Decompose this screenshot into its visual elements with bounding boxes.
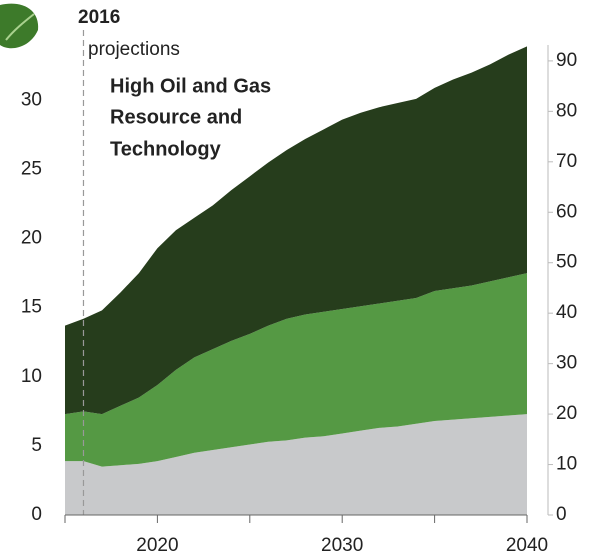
marker-label: 2016 <box>78 7 120 28</box>
annotation: Technology <box>110 138 222 160</box>
area <box>65 414 527 515</box>
y-tick-label: 20 <box>21 228 42 249</box>
y2-tick-label: 30 <box>556 353 577 374</box>
y2-tick-label: 0 <box>556 504 567 525</box>
annotation: High Oil and Gas <box>110 75 271 97</box>
y-tick-label: 15 <box>21 297 42 318</box>
area <box>65 46 527 415</box>
annotation: Resource and <box>110 106 242 128</box>
y2-tick-label: 90 <box>556 50 577 71</box>
logo-vein <box>5 13 35 41</box>
x-tick-label: 2020 <box>136 535 178 556</box>
y-tick-label: 5 <box>31 435 42 456</box>
y-tick-label: 30 <box>21 89 42 110</box>
y-tick-label: 0 <box>31 504 42 525</box>
x-tick-label: 2030 <box>321 535 363 556</box>
y2-tick-label: 40 <box>556 302 577 323</box>
y-tick-label: 10 <box>21 366 42 387</box>
y2-tick-label: 80 <box>556 100 577 121</box>
y2-tick-label: 20 <box>556 403 577 424</box>
y2-tick-label: 10 <box>556 454 577 475</box>
x-tick-label: 2040 <box>506 535 548 556</box>
y2-tick-label: 70 <box>556 151 577 172</box>
marker-text: projections <box>88 39 180 60</box>
y2-tick-label: 50 <box>556 252 577 273</box>
area <box>65 273 527 467</box>
y-tick-label: 25 <box>21 158 42 179</box>
y2-tick-label: 60 <box>556 201 577 222</box>
